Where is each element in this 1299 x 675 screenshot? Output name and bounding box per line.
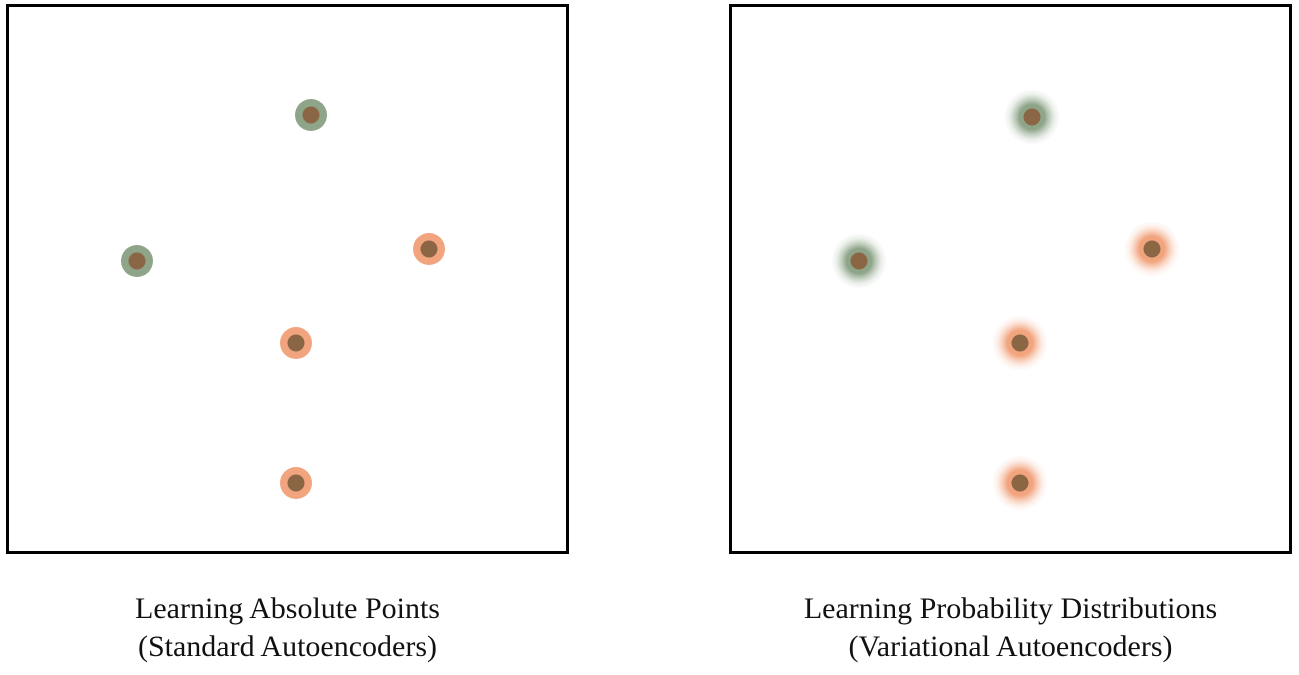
caption-title: Learning Probability Distributions [803,592,1218,625]
point-core [1011,474,1029,492]
point-core [420,240,438,258]
latent-point [280,467,312,499]
point-core [287,474,305,492]
latent-point [831,233,887,289]
latent-space-points [121,99,445,499]
point-core [128,252,146,270]
latent-point [121,245,153,277]
point-core [1143,240,1161,258]
variational-autoencoder-caption: Learning Probability Distributions (Vari… [729,590,1292,666]
standard-autoencoder-panel [6,4,569,554]
latent-point [1124,221,1180,277]
caption-title: Learning Absolute Points [135,592,440,625]
point-core [1011,334,1029,352]
latent-point [280,327,312,359]
point-core [1023,108,1041,126]
latent-point [992,315,1048,371]
caption-subtitle: (Variational Autoencoders) [848,630,1173,663]
latent-point [1004,89,1060,145]
latent-point [413,233,445,265]
point-core [850,252,868,270]
latent-space-distributions [831,89,1180,511]
latent-point [295,99,327,131]
variational-autoencoder-panel [729,4,1292,554]
latent-point [992,455,1048,511]
point-core [287,334,305,352]
standard-autoencoder-caption: Learning Absolute Points (Standard Autoe… [6,590,569,666]
caption-subtitle: (Standard Autoencoders) [137,630,438,663]
point-core [302,106,320,124]
